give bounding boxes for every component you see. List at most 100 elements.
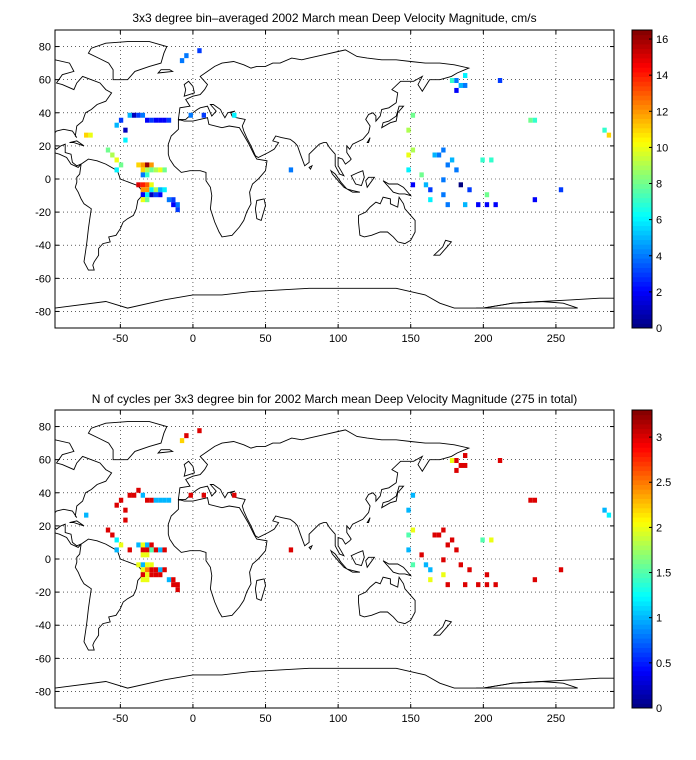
data-cell	[88, 132, 93, 138]
y-tick-label: -20	[35, 207, 51, 219]
coastline	[254, 198, 266, 221]
data-cell	[428, 197, 433, 203]
data-cell	[184, 433, 189, 439]
data-cell	[484, 582, 490, 588]
data-cell	[149, 562, 154, 568]
colorbar-segment	[632, 281, 652, 287]
data-cell	[436, 532, 442, 538]
colorbar-segment	[632, 670, 652, 676]
colorbar-segment	[632, 554, 652, 560]
colorbar-segment	[632, 81, 652, 87]
data-cell	[497, 78, 503, 83]
colorbar-segment	[632, 428, 652, 434]
data-cell	[462, 73, 468, 79]
colorbar-segment	[632, 90, 652, 96]
coastline	[476, 681, 578, 689]
data-cell	[123, 127, 128, 133]
colorbar-segment	[632, 53, 652, 59]
data-cell	[127, 112, 132, 118]
data-cell	[484, 202, 490, 208]
data-cell	[149, 542, 154, 548]
data-cell	[454, 458, 459, 463]
y-tick-label: 40	[39, 108, 51, 120]
data-cell	[454, 467, 459, 473]
data-cell	[410, 527, 416, 533]
colorbar-segment	[632, 563, 652, 569]
data-cell	[110, 532, 115, 538]
data-cell	[114, 167, 119, 173]
data-cell	[462, 202, 468, 208]
data-cell	[140, 552, 146, 558]
data-cell	[140, 162, 146, 168]
colorbar-segment	[632, 248, 652, 254]
data-cell	[432, 532, 437, 538]
colorbar-segment	[632, 447, 652, 453]
coastline	[69, 140, 85, 147]
x-tick-label: -50	[112, 713, 128, 725]
data-cell	[162, 547, 167, 553]
data-cell	[184, 53, 189, 59]
colorbar-segment	[632, 30, 652, 36]
data-cell	[140, 567, 146, 573]
data-cell	[232, 112, 237, 118]
data-cell	[476, 582, 481, 588]
data-cell	[162, 187, 167, 193]
data-cell	[140, 577, 146, 583]
colorbar-segment	[632, 675, 652, 681]
chart-title: 3x3 degree bin–averaged 2002 March mean …	[132, 11, 536, 25]
colorbar-segment	[632, 638, 652, 644]
data-cell	[528, 117, 533, 123]
colorbar-tick-label: 8	[656, 179, 662, 191]
colorbar-segment	[632, 85, 652, 92]
colorbar-segment	[632, 610, 652, 616]
data-cell	[175, 582, 180, 588]
colorbar-tick-label: 4	[656, 251, 662, 263]
coastline	[87, 421, 168, 461]
data-cell	[179, 58, 185, 64]
coastline	[74, 158, 143, 271]
colorbar-segment	[632, 34, 652, 40]
colorbar-segment	[632, 531, 652, 537]
coastline	[69, 520, 85, 527]
colorbar-segment	[632, 614, 652, 621]
data-cell	[140, 547, 146, 553]
colorbar-segment	[632, 680, 652, 686]
colorbar-segment	[632, 689, 652, 695]
colorbar-segment	[632, 642, 652, 648]
data-cell	[410, 112, 416, 118]
data-cell	[558, 187, 564, 193]
y-tick-label: -20	[35, 587, 51, 599]
colorbar-segment	[632, 225, 652, 231]
colorbar-segment	[632, 300, 652, 306]
data-cell	[197, 48, 202, 54]
data-cell	[136, 487, 141, 493]
coastline	[329, 169, 348, 190]
coastline	[254, 578, 266, 601]
coastline	[350, 550, 365, 567]
colorbar-segment	[632, 244, 652, 250]
data-cell	[532, 117, 538, 123]
colorbar-segment	[632, 211, 652, 217]
data-cell	[423, 562, 429, 568]
velocity-magnitude-panel: 3x3 degree bin–averaged 2002 March mean …	[35, 11, 668, 345]
coastline	[365, 176, 376, 189]
data-cell	[149, 192, 154, 198]
colorbar-segment	[632, 423, 652, 430]
colorbar-segment	[632, 314, 652, 320]
data-cell	[441, 177, 446, 183]
coastline	[432, 239, 453, 256]
data-cell	[140, 167, 146, 173]
data-cell	[153, 572, 159, 578]
colorbar-segment	[632, 202, 652, 208]
data-cell	[162, 167, 167, 173]
data-cell	[136, 182, 141, 188]
colorbar-tick-label: 16	[656, 34, 668, 46]
data-cell	[118, 497, 124, 503]
data-cell	[140, 112, 146, 118]
coastline	[350, 170, 365, 187]
data-cell	[462, 82, 468, 88]
data-cell	[432, 152, 437, 158]
data-cell	[158, 567, 163, 573]
data-cell	[449, 537, 455, 543]
colorbar-segment	[632, 596, 652, 602]
